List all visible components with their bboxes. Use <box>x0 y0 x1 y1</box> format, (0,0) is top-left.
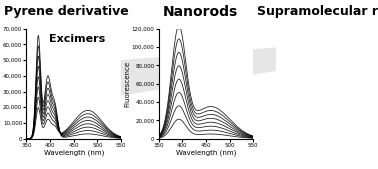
Text: Nanorods: Nanorods <box>163 5 238 19</box>
Y-axis label: Fluorescence: Fluorescence <box>0 61 2 107</box>
X-axis label: Wavelength (nm): Wavelength (nm) <box>43 149 104 156</box>
Text: Excimers: Excimers <box>49 34 105 44</box>
X-axis label: Wavelength (nm): Wavelength (nm) <box>176 149 236 156</box>
Text: Supramolecular rods: Supramolecular rods <box>257 5 378 18</box>
Text: Pyrene derivative: Pyrene derivative <box>4 5 129 18</box>
Y-axis label: Fluorescence: Fluorescence <box>124 61 130 107</box>
